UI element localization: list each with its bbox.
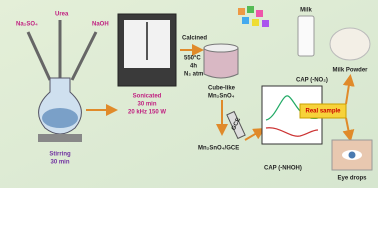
arrow <box>342 117 355 142</box>
product-label: Cube-like <box>208 86 236 92</box>
milk-glass <box>297 15 315 57</box>
analyte-label: CAP (-NHOH) <box>264 166 302 172</box>
reagent-label: Na₂SO₄ <box>16 22 38 28</box>
real-sample-label: Real sample <box>305 109 341 115</box>
crucible <box>203 47 239 79</box>
reagent-label: Urea <box>55 12 69 18</box>
electrode-label: GCE <box>231 117 242 131</box>
reagent-label: NaOH <box>92 22 109 28</box>
sample-label: Milk Powder <box>332 68 368 74</box>
real-sample-box <box>299 103 347 119</box>
analyte-label: CAP (-NO₂) <box>296 78 328 84</box>
arrow <box>244 127 266 141</box>
step-label: 20 kHz 150 W <box>128 110 166 116</box>
step-label: Sonicated <box>133 94 162 100</box>
electrode-label: Mn₂SnO₄/GCE <box>198 146 239 152</box>
step-label: Stirring <box>49 152 71 158</box>
product-label: Mn₂SnO₄ <box>208 94 235 100</box>
sample-label: Milk <box>300 8 312 14</box>
arrow <box>342 74 355 105</box>
graphical-abstract: Na₂SO₄ Urea NaOH Stirring 30 min Sonicat… <box>0 0 378 188</box>
step-label: 30 min <box>137 102 156 108</box>
step-label: 550°C <box>184 56 201 62</box>
cube-particles <box>238 6 269 27</box>
milk-powder <box>329 27 371 61</box>
sample-label: Eye drops <box>337 176 367 182</box>
step-label: 30 min <box>50 160 69 166</box>
electrode <box>226 110 246 140</box>
step-label: 4h <box>190 64 197 70</box>
step-label: Calcined <box>182 36 207 42</box>
step-label: N₂ atm <box>184 72 203 78</box>
cv-curve <box>265 127 319 137</box>
synthesis-setup <box>26 20 98 142</box>
